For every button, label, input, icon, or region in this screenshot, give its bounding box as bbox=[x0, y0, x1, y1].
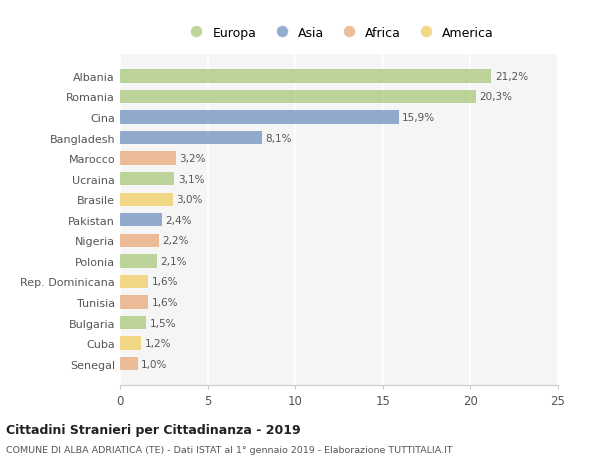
Text: 15,9%: 15,9% bbox=[402, 113, 435, 123]
Bar bbox=[120, 296, 148, 309]
Bar bbox=[120, 234, 158, 247]
Bar bbox=[120, 152, 176, 165]
Text: 21,2%: 21,2% bbox=[495, 72, 528, 82]
Text: 1,5%: 1,5% bbox=[150, 318, 176, 328]
Bar bbox=[120, 213, 162, 227]
Text: 2,4%: 2,4% bbox=[166, 215, 192, 225]
Text: 2,1%: 2,1% bbox=[160, 256, 187, 266]
Bar bbox=[120, 132, 262, 145]
Text: 8,1%: 8,1% bbox=[265, 133, 292, 143]
Text: 2,2%: 2,2% bbox=[162, 236, 188, 246]
Bar bbox=[120, 70, 491, 84]
Bar bbox=[120, 173, 175, 186]
Bar bbox=[120, 193, 173, 207]
Text: 1,0%: 1,0% bbox=[141, 359, 167, 369]
Text: COMUNE DI ALBA ADRIATICA (TE) - Dati ISTAT al 1° gennaio 2019 - Elaborazione TUT: COMUNE DI ALBA ADRIATICA (TE) - Dati IST… bbox=[6, 445, 452, 454]
Bar bbox=[120, 90, 476, 104]
Text: 1,2%: 1,2% bbox=[145, 338, 171, 348]
Bar bbox=[120, 316, 146, 330]
Text: Cittadini Stranieri per Cittadinanza - 2019: Cittadini Stranieri per Cittadinanza - 2… bbox=[6, 423, 301, 436]
Bar bbox=[120, 255, 157, 268]
Bar bbox=[120, 337, 141, 350]
Text: 3,1%: 3,1% bbox=[178, 174, 205, 185]
Text: 3,2%: 3,2% bbox=[179, 154, 206, 164]
Text: 20,3%: 20,3% bbox=[479, 92, 512, 102]
Bar bbox=[120, 357, 137, 370]
Legend: Europa, Asia, Africa, America: Europa, Asia, Africa, America bbox=[179, 22, 499, 45]
Text: 3,0%: 3,0% bbox=[176, 195, 202, 205]
Text: 1,6%: 1,6% bbox=[152, 297, 178, 308]
Text: 1,6%: 1,6% bbox=[152, 277, 178, 287]
Bar bbox=[120, 275, 148, 289]
Bar bbox=[120, 111, 398, 124]
